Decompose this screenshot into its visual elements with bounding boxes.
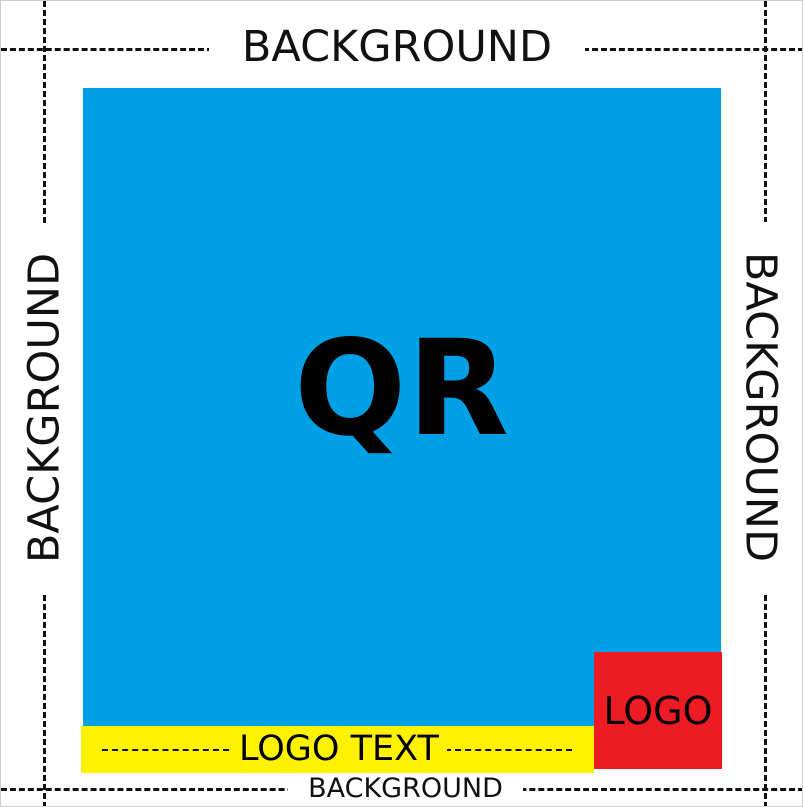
background-label-right: BACKGROUND	[732, 222, 788, 592]
qr-label: QR	[294, 312, 510, 466]
background-label-top: BACKGROUND	[209, 25, 585, 69]
background-label-right-text: BACKGROUND	[735, 251, 786, 563]
background-label-bottom: BACKGROUND	[288, 773, 523, 803]
logo-area: LOGO	[594, 652, 722, 769]
background-label-left: BACKGROUND	[17, 223, 73, 593]
background-label-left-text: BACKGROUND	[19, 252, 70, 564]
background-label-bottom-text: BACKGROUND	[308, 772, 503, 804]
background-label-top-text: BACKGROUND	[241, 21, 553, 72]
qr-area	[83, 88, 721, 726]
logo-label: LOGO	[603, 688, 713, 733]
logo-text-label: LOGO TEXT	[231, 729, 447, 769]
